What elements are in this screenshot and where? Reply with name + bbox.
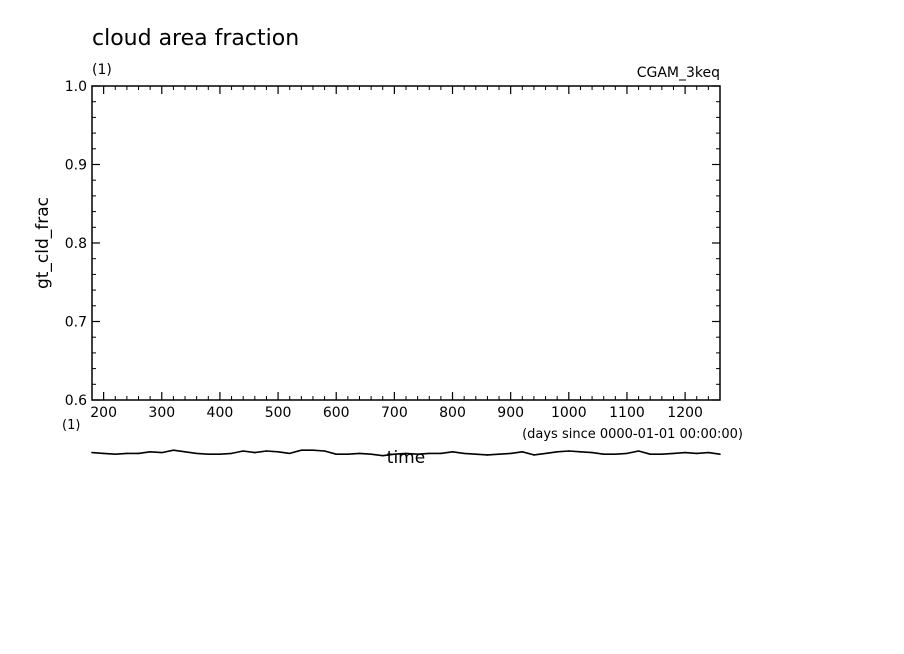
data-point [440,452,442,455]
data-point [114,453,117,455]
data-point [463,452,465,455]
data-point [428,452,431,455]
data-point [416,453,419,455]
x-units-label: (1) [62,418,80,433]
data-point [393,453,396,455]
y-tick-label: 0.6 [65,393,87,409]
data-point [381,454,384,457]
data-point [672,452,675,455]
data-point [358,452,361,455]
y-tick-label: 0.8 [65,236,87,252]
data-point [474,453,477,455]
x-tick-label: 1200 [667,405,703,421]
data-point [602,453,605,455]
data-point [707,451,710,454]
series-layer [91,449,721,457]
data-point [335,453,338,455]
x-axis-label: time [387,448,425,468]
experiment-label: CGAM_3keq [637,65,720,81]
data-point [637,450,640,452]
data-point [300,449,303,452]
x-tick-label: 800 [439,405,466,421]
y-axis-label: gt_cld_frac [33,197,53,289]
x-tick-label: 600 [323,405,350,421]
data-point [323,450,326,452]
data-point [591,451,593,454]
data-point [719,453,721,455]
data-point [160,451,163,454]
data-point [149,451,151,453]
x-tick-label: 200 [90,405,117,421]
data-point [509,452,512,455]
axis-ticks: 200 300 400 500 600 700 800 900 1000 1100 1200 0.6 0… [65,79,721,421]
data-point [568,450,570,452]
data-point [195,452,198,455]
data-point [661,453,663,455]
data-point [347,453,349,455]
data-point [579,451,582,453]
data-point [184,451,186,453]
data-point [219,453,221,455]
data-point [695,452,698,455]
data-point [521,451,524,453]
data-point [684,451,686,454]
data-point [405,452,407,455]
data-point [277,451,279,453]
data-point [230,452,233,455]
x-tick-label: 300 [148,405,175,421]
y-tick-label: 0.9 [65,158,87,174]
data-point [242,450,244,452]
plot-frame [91,85,721,401]
data-point [614,453,617,455]
data-point [533,454,535,456]
data-point [649,453,652,455]
data-point [126,452,128,455]
y-tick-label: 1.0 [65,79,87,95]
data-point [102,452,105,455]
x-tick-label: 700 [381,405,408,421]
data-point [626,452,628,455]
data-point [370,453,372,455]
x-tick-label: 1100 [609,405,645,421]
x-tick-label: 1000 [551,405,587,421]
x-units-text: (days since 0000-01-01 00:00:00) [522,427,743,442]
x-tick-label: 500 [265,405,292,421]
data-point [172,449,175,452]
y-tick-label: 0.7 [65,315,87,331]
x-tick-label: 900 [497,405,524,421]
data-point [486,454,489,456]
data-point [91,451,93,454]
data-point [556,451,558,453]
data-point [265,450,268,452]
data-point [544,452,547,455]
chart-title: cloud area fraction [92,26,299,51]
data-point [451,451,454,453]
data-point [312,449,314,452]
data-point [207,453,210,455]
y-units-label: (1) [92,62,112,78]
x-tick-label: 400 [207,405,234,421]
data-point [498,453,500,455]
data-point [288,452,291,455]
data-point [254,451,256,454]
data-point [137,452,140,455]
